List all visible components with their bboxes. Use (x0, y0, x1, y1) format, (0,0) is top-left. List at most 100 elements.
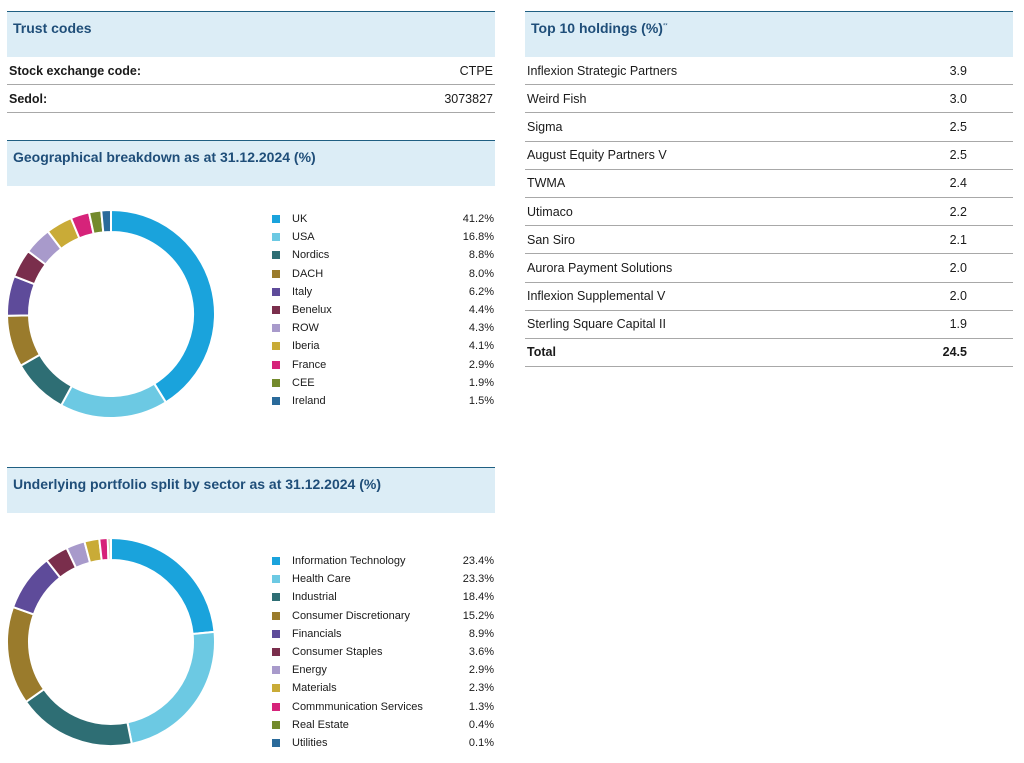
holding-name: San Siro (527, 232, 575, 247)
sector-legend-item: Consumer Staples 3.6% (272, 643, 494, 661)
holding-value: 1.9 (949, 317, 967, 332)
holding-value: 2.1 (949, 232, 967, 247)
sector-legend-label: Financials (292, 627, 342, 640)
holding-name: Sigma (527, 119, 563, 134)
sector-legend-swatch (272, 702, 280, 711)
sector-legend-swatch (272, 593, 280, 602)
sector-legend-label: Information Technology (292, 555, 406, 568)
geo-panel: Geographical breakdown as at 31.12.2024 … (7, 140, 495, 186)
holding-value: 2.4 (949, 176, 967, 191)
sedol-row: Sedol: 3073827 (7, 85, 495, 113)
holding-row: Weird Fish 3.0 (525, 85, 1013, 114)
geo-legend-label: UK (292, 213, 308, 226)
sedol-value: 3073827 (444, 91, 493, 106)
sector-legend-item: Industrial 18.4% (272, 588, 494, 606)
geo-legend-value: 4.3% (468, 322, 494, 335)
holding-name: Utimaco (527, 204, 573, 219)
sector-legend-item: Energy 2.9% (272, 661, 494, 679)
sector-legend-swatch (272, 738, 280, 747)
holding-name: Aurora Payment Solutions (527, 260, 673, 275)
sector-legend-value: 15.2% (462, 609, 494, 622)
geo-slice (100, 208, 112, 234)
sector-legend-value: 23.3% (462, 573, 494, 586)
geo-legend-value: 6.2% (468, 285, 494, 298)
sedol-label: Sedol: (9, 91, 48, 106)
holding-row: Sigma 2.5 (525, 113, 1013, 142)
sector-legend-label: Utilities (292, 736, 328, 749)
sector-legend-item: Commmunication Services 1.3% (272, 698, 494, 716)
holding-name: August Equity Partners V (527, 148, 667, 163)
sector-slice (6, 605, 46, 704)
holding-value: 2.2 (949, 204, 967, 219)
geo-slice (5, 314, 42, 367)
top-holdings-title-note: ** (662, 23, 668, 30)
geo-legend-value: 1.5% (468, 394, 494, 407)
geo-legend-label: USA (292, 231, 315, 244)
sector-legend-item: Health Care 23.3% (272, 570, 494, 588)
geo-legend-item: Iberia 4.1% (272, 337, 494, 355)
holding-row: Sterling Square Capital II 1.9 (525, 311, 1013, 339)
holdings-total-row: Total 24.5 (525, 339, 1013, 368)
geo-legend-item: ROW 4.3% (272, 319, 494, 337)
sector-legend-label: Materials (292, 682, 337, 695)
sector-legend-label: Industrial (292, 591, 337, 604)
geo-legend-swatch (272, 233, 280, 242)
holding-row: August Equity Partners V 2.5 (525, 142, 1013, 170)
geo-legend-value: 16.8% (462, 231, 494, 244)
sector-legend-value: 0.4% (468, 718, 494, 731)
sector-legend-value: 1.3% (468, 700, 494, 713)
sector-legend-swatch (272, 629, 280, 638)
sector-legend-item: Information Technology 23.4% (272, 552, 494, 570)
sector-legend-value: 3.6% (468, 646, 494, 659)
holding-row: San Siro 2.1 (525, 226, 1013, 255)
geo-legend-value: 41.2% (462, 213, 494, 226)
geo-legend-label: Italy (292, 285, 313, 298)
sector-slice (110, 536, 216, 636)
geo-legend-item: UK 41.2% (272, 210, 494, 228)
sector-legend-item: Materials 2.3% (272, 679, 494, 697)
geo-legend-item: Benelux 4.4% (272, 301, 494, 319)
sector-legend-swatch (272, 666, 280, 675)
holding-row: TWMA 2.4 (525, 170, 1013, 198)
geo-legend-item: USA 16.8% (272, 228, 494, 246)
geo-legend-swatch (272, 324, 280, 333)
holdings-total-value: 24.5 (942, 345, 967, 360)
sector-legend-item: Real Estate 0.4% (272, 716, 494, 734)
geo-legend-value: 4.4% (468, 304, 494, 317)
top-holdings-title: Top 10 holdings (%) (531, 20, 663, 36)
sector-title: Underlying portfolio split by sector as … (13, 476, 381, 492)
holding-value: 3.0 (949, 91, 967, 106)
holding-value: 2.5 (949, 148, 967, 163)
holding-name: Inflexion Strategic Partners (527, 63, 678, 78)
sector-legend-label: Real Estate (292, 718, 349, 731)
geo-legend-label: Nordics (292, 249, 330, 262)
geo-legend-item: France 2.9% (272, 356, 494, 374)
sector-legend-value: 23.4% (462, 555, 494, 568)
geo-legend-item: Italy 6.2% (272, 283, 494, 301)
geo-legend-swatch (272, 396, 280, 405)
stock-exchange-code-value: CTPE (459, 63, 493, 78)
sector-legend-label: Energy (292, 664, 327, 677)
holding-value: 2.0 (949, 260, 967, 275)
sector-legend: Information Technology 23.4% Health Care 23… (272, 552, 494, 752)
sector-legend-swatch (272, 720, 280, 729)
geo-slice (59, 382, 168, 419)
sector-legend-label: Consumer Staples (292, 646, 383, 659)
top-holdings-header: Top 10 holdings (%)** (525, 11, 1013, 57)
sector-legend-swatch (272, 575, 280, 584)
geo-legend-swatch (272, 342, 280, 351)
geo-header: Geographical breakdown as at 31.12.2024 … (7, 140, 495, 186)
holding-name: TWMA (527, 176, 566, 191)
sector-donut-chart (6, 536, 216, 747)
holdings-table: Inflexion Strategic Partners 3.9 Weird Fis… (525, 57, 1013, 339)
sector-slice (126, 630, 216, 746)
holding-value: 3.9 (949, 63, 967, 78)
sector-slice (109, 536, 112, 562)
holding-row: Inflexion Strategic Partners 3.9 (525, 57, 1013, 86)
geo-donut-chart (5, 208, 216, 419)
sector-legend-swatch (272, 557, 280, 566)
geo-legend-swatch (272, 215, 280, 224)
sector-legend-value: 0.1% (468, 736, 494, 749)
geo-legend-value: 8.8% (468, 249, 494, 262)
geo-legend-swatch (272, 269, 280, 278)
